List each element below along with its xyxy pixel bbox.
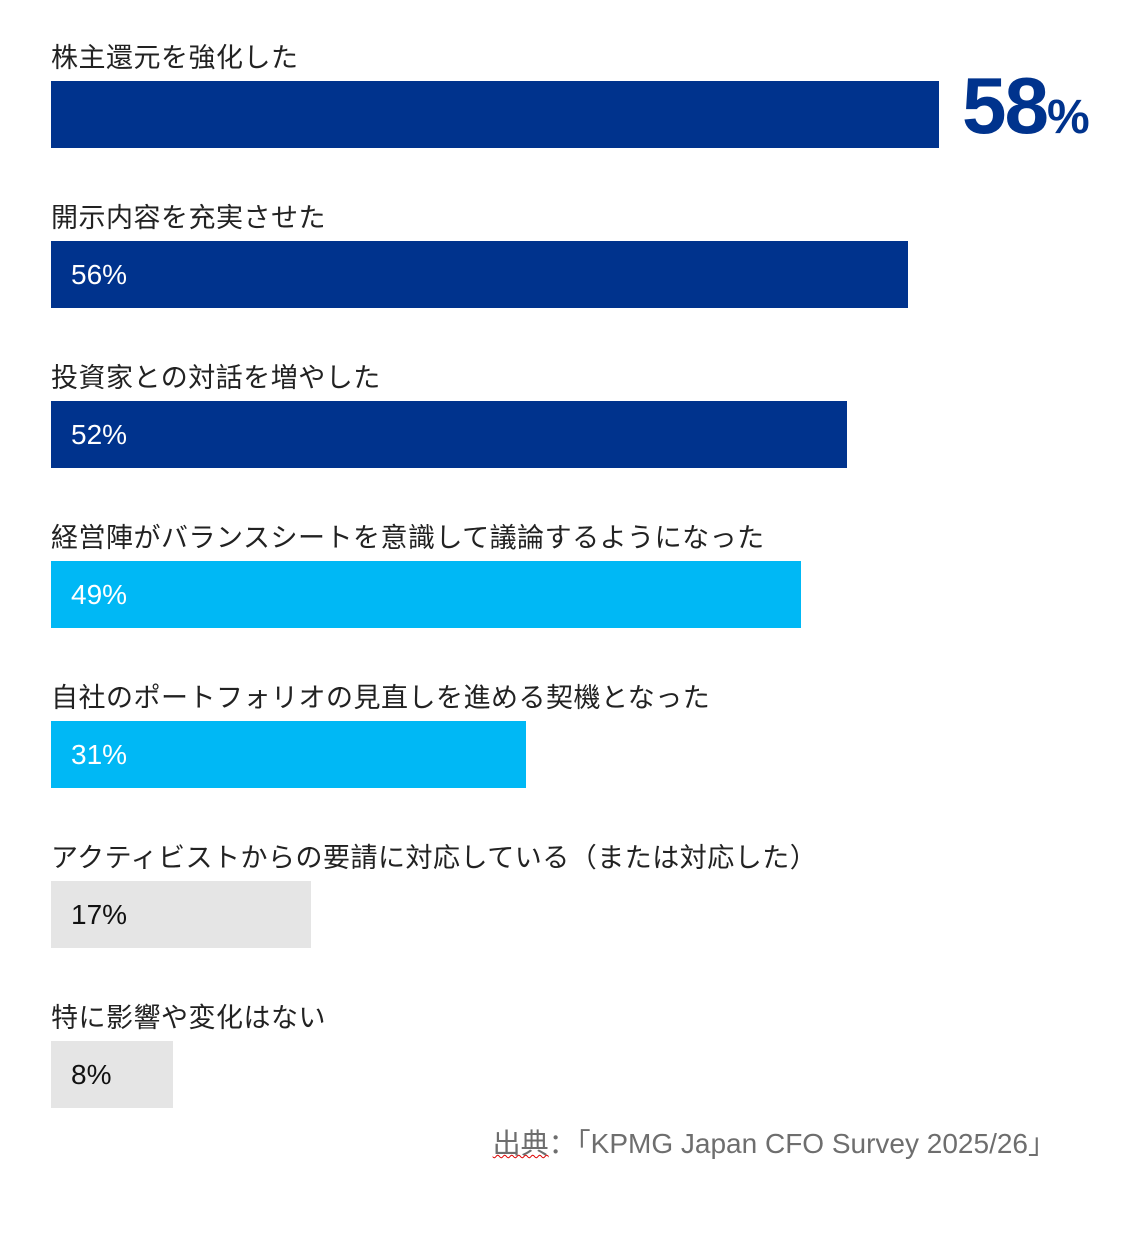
bar bbox=[51, 81, 939, 148]
highlight-value-label: 58% bbox=[962, 60, 1090, 152]
bar: 49% bbox=[51, 561, 801, 628]
category-label: 自社のポートフォリオの見直しを進める契機となった bbox=[51, 683, 711, 714]
source-text: ：「KPMG Japan CFO Survey 2025/26」 bbox=[548, 1128, 1056, 1159]
category-label: 経営陣がバランスシートを意識して議論するようになった bbox=[51, 523, 765, 554]
bar: 17% bbox=[51, 881, 311, 948]
value-label: 31% bbox=[71, 738, 128, 770]
value-label: 8% bbox=[71, 1058, 112, 1090]
bar: 56% bbox=[51, 241, 908, 308]
highlight-number: 58 bbox=[962, 61, 1049, 150]
category-label: アクティビストからの要請に対応している（または対応した） bbox=[51, 843, 818, 874]
bar: 31% bbox=[51, 721, 526, 788]
value-label: 49% bbox=[71, 578, 128, 610]
category-label: 開示内容を充実させた bbox=[51, 203, 326, 234]
category-label: 特に影響や変化はない bbox=[51, 1003, 326, 1034]
source-prefix: 出典 bbox=[492, 1128, 549, 1159]
value-label: 52% bbox=[71, 418, 128, 450]
category-label: 投資家との対話を増やした bbox=[51, 363, 381, 394]
bar: 52% bbox=[51, 401, 847, 468]
category-label: 株主還元を強化した bbox=[51, 43, 299, 74]
highlight-unit: % bbox=[1046, 91, 1090, 144]
bar: 8% bbox=[51, 1041, 173, 1108]
source-note: 出典：「KPMG Japan CFO Survey 2025/26」 bbox=[493, 1122, 1056, 1162]
value-label: 17% bbox=[71, 898, 128, 930]
value-label: 56% bbox=[71, 258, 128, 290]
